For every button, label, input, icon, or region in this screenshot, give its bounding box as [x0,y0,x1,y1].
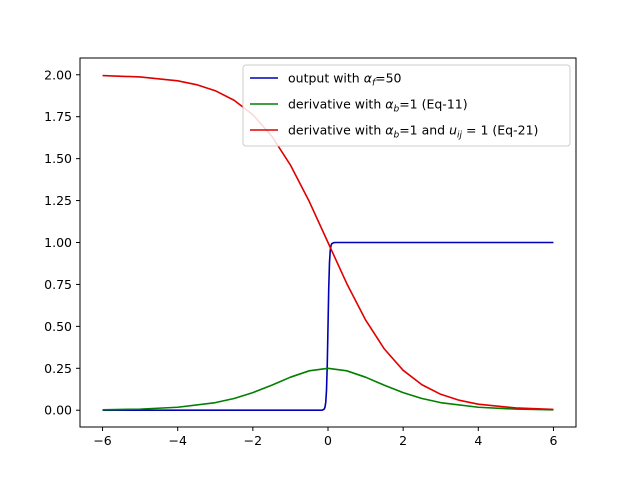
x-axis: −6 −4 −2 0 2 4 6 [93,427,557,448]
x-tick-label: −4 [168,433,186,448]
legend-label-1: output with αf=50 [288,71,402,89]
x-tick-label: 4 [474,433,482,448]
y-tick-label: 0.50 [44,319,72,334]
y-tick-label: 1.00 [44,235,72,250]
y-tick-label: 0.75 [44,277,72,292]
legend-box [242,64,571,147]
series-line-2 [102,367,554,411]
x-tick-label: 6 [549,433,557,448]
legend: output with αf=50 derivative with αb=1 (E… [242,64,571,147]
series-line-3 [102,74,554,411]
legend-label-3: derivative with αb=1 and uij = 1 (Eq-21) [288,123,538,141]
y-tick-label: 1.75 [44,109,72,124]
series-line-1 [102,241,554,412]
y-tick-label: 1.25 [44,193,72,208]
y-tick-label: 2.00 [44,67,72,82]
y-axis: 0.00 0.25 0.50 0.75 1.00 1.25 1.50 1.75 2.00 [44,67,80,418]
x-tick-label: 0 [324,433,332,448]
y-tick-label: 0.00 [44,403,72,418]
y-tick-label: 1.50 [44,151,72,166]
legend-label-2: derivative with αb=1 (Eq-11) [288,97,468,115]
x-tick-label: −2 [244,433,262,448]
x-tick-label: 2 [399,433,407,448]
x-tick-label: −6 [93,433,111,448]
y-tick-label: 0.25 [44,361,72,376]
